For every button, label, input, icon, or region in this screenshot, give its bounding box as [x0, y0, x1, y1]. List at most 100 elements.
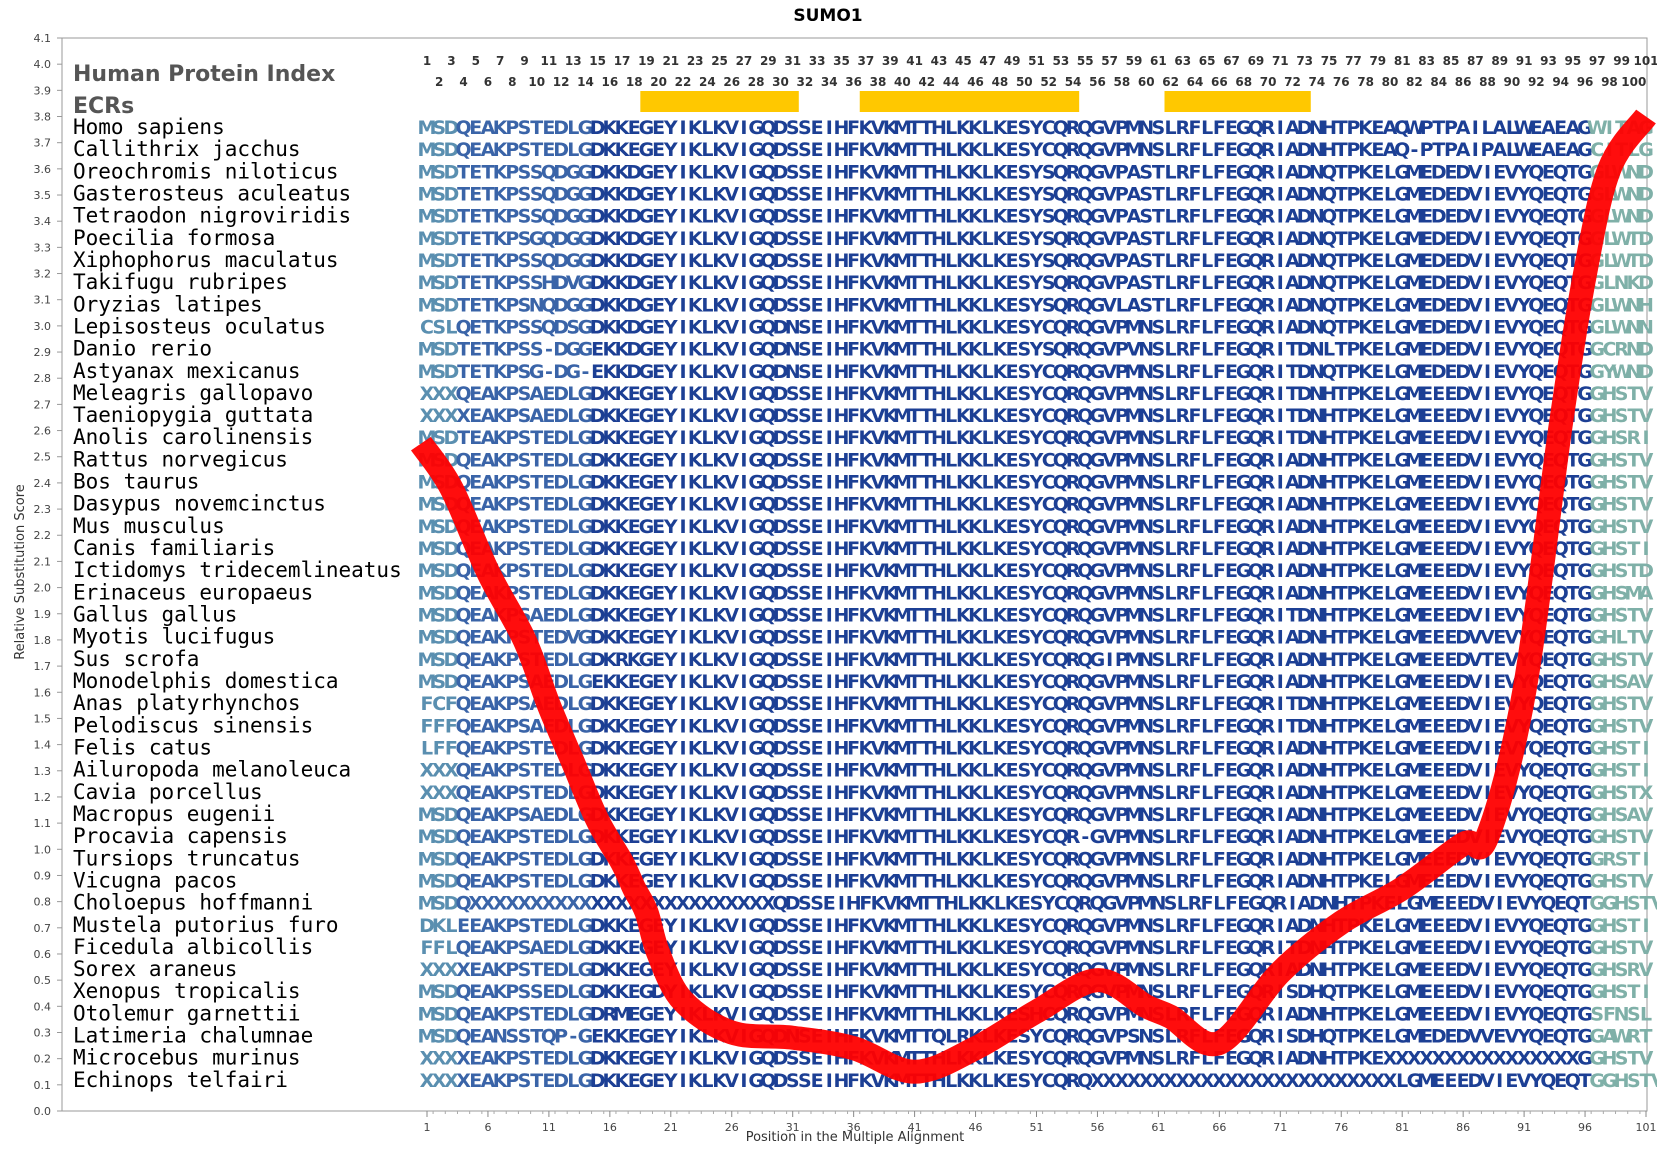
- residue: F: [1188, 782, 1201, 804]
- residue: I: [1277, 804, 1284, 826]
- y-tick-label: 3.6: [34, 163, 52, 176]
- residue: T: [530, 1070, 543, 1092]
- residue: I: [1277, 649, 1284, 671]
- species-name: Myotis lucifugus: [73, 625, 275, 649]
- residue: T: [908, 361, 921, 383]
- residue: Q: [1394, 139, 1410, 161]
- residue: G: [748, 183, 764, 205]
- residue: Y: [663, 316, 678, 338]
- residue: R: [1261, 250, 1276, 272]
- residue: Q: [1528, 183, 1544, 205]
- residue: I: [1484, 339, 1491, 361]
- residue: L: [1201, 1003, 1213, 1025]
- residue: V: [1468, 671, 1483, 693]
- residue: I: [740, 981, 747, 1003]
- position-number-odd: 67: [1223, 54, 1240, 68]
- residue: E: [811, 760, 824, 782]
- residue: T: [908, 427, 921, 449]
- residue: V: [1468, 538, 1483, 560]
- residue: I: [1277, 1026, 1284, 1048]
- residue: E: [1420, 693, 1433, 715]
- species-name: Gasterosteus aculeatus: [73, 181, 351, 205]
- residue: M: [418, 228, 437, 250]
- residue: G: [1394, 206, 1410, 228]
- residue: E: [811, 339, 824, 361]
- position-number-odd: 1: [423, 54, 431, 68]
- residue: V: [1468, 870, 1483, 892]
- position-number-even: 98: [1601, 75, 1618, 89]
- residue: E: [469, 117, 482, 139]
- position-number-even: 68: [1235, 75, 1252, 89]
- residue: Y: [663, 494, 678, 516]
- residue: V: [724, 848, 739, 870]
- residue: G: [639, 117, 655, 139]
- residue: V: [1639, 605, 1654, 627]
- residue: D: [1297, 139, 1313, 161]
- residue: I: [1277, 183, 1284, 205]
- residue: T: [530, 782, 543, 804]
- residue: F: [1213, 870, 1226, 892]
- residue: S: [1152, 804, 1166, 826]
- residue: A: [1127, 161, 1142, 183]
- residue: I: [1484, 228, 1491, 250]
- residue: S: [1152, 937, 1166, 959]
- species-name: Lepisosteus oculatus: [73, 314, 326, 338]
- residue: M: [1125, 117, 1144, 139]
- residue: L: [1481, 117, 1493, 139]
- residue: P: [505, 161, 519, 183]
- residue: Q: [760, 183, 776, 205]
- x-tick-label: 21: [664, 1121, 678, 1134]
- residue: V: [1639, 693, 1654, 715]
- residue: I: [1277, 250, 1284, 272]
- residue: D: [773, 183, 789, 205]
- residue: I: [826, 737, 833, 759]
- residue: I: [1484, 472, 1491, 494]
- residue: S: [1152, 826, 1166, 848]
- position-number-odd: 41: [906, 54, 923, 68]
- residue: H: [834, 117, 850, 139]
- residue: T: [908, 250, 921, 272]
- residue: V: [1468, 605, 1483, 627]
- residue: E: [1371, 139, 1384, 161]
- residue: T: [908, 1026, 921, 1048]
- residue: V: [1468, 582, 1483, 604]
- residue: E: [1493, 183, 1506, 205]
- residue: L: [1201, 161, 1213, 183]
- residue: I: [1484, 183, 1491, 205]
- residue: R: [1261, 582, 1276, 604]
- residue: T: [908, 339, 921, 361]
- residue: E: [811, 715, 824, 737]
- residue: V: [1468, 405, 1483, 427]
- residue: I: [679, 361, 686, 383]
- residue: T: [530, 560, 543, 582]
- residue: F: [1213, 671, 1226, 693]
- position-number-even: 54: [1065, 75, 1082, 89]
- residue: S: [1152, 117, 1166, 139]
- residue: V: [1639, 494, 1654, 516]
- residue: E: [1225, 139, 1238, 161]
- residue: E: [1420, 405, 1433, 427]
- residue: H: [834, 161, 850, 183]
- residue: I: [1484, 250, 1491, 272]
- residue: L: [1201, 804, 1213, 826]
- residue: I: [679, 848, 686, 870]
- residue: L: [1213, 893, 1225, 915]
- residue: D: [626, 206, 642, 228]
- residue: E: [811, 272, 824, 294]
- residue: V: [724, 1070, 739, 1092]
- residue: E: [1371, 715, 1384, 737]
- residue: K: [993, 117, 1009, 139]
- residue: E: [1371, 472, 1384, 494]
- species-name: Homo sapiens: [73, 115, 225, 139]
- species-name: Callithrix jacchus: [73, 137, 301, 161]
- residue: V: [724, 782, 739, 804]
- residue: F: [1188, 715, 1201, 737]
- ecr-bar: [1164, 91, 1311, 112]
- position-number-odd: 53: [1053, 54, 1070, 68]
- position-header: 1 3 5 7 9 11 13 15 17 19 21 23 25 27 29 31 33 35 37 39 41 43 4…: [423, 54, 1657, 89]
- residue: E: [542, 117, 555, 139]
- residue: T: [530, 449, 543, 471]
